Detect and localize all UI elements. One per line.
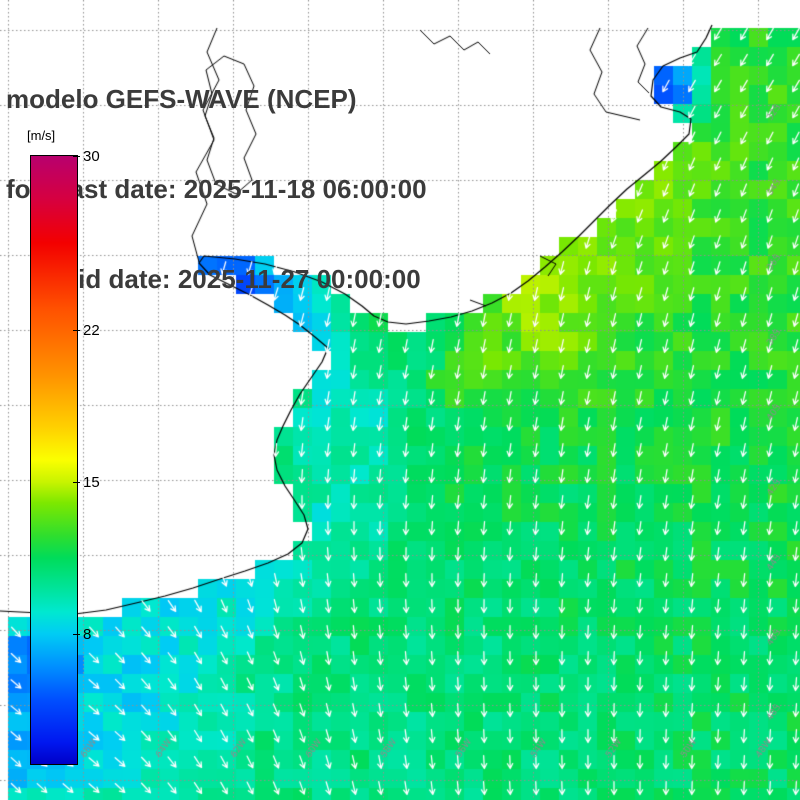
- colorbar-tick-label: 30: [83, 148, 100, 165]
- colorbar-tick: [73, 329, 80, 331]
- colorbar-gradient: [30, 155, 78, 765]
- colorbar-tick: [73, 156, 80, 157]
- colorbar-tick-label: 22: [83, 321, 100, 339]
- colorbar-tick: [73, 481, 80, 483]
- model-title: modelo GEFS-WAVE (NCEP): [6, 84, 357, 114]
- colorbar-tick: [73, 633, 80, 635]
- colorbar-tick-label: 8: [83, 625, 92, 643]
- colorbar-unit-label: [m/s]: [27, 128, 56, 143]
- colorbar-tick-label: 15: [83, 473, 100, 491]
